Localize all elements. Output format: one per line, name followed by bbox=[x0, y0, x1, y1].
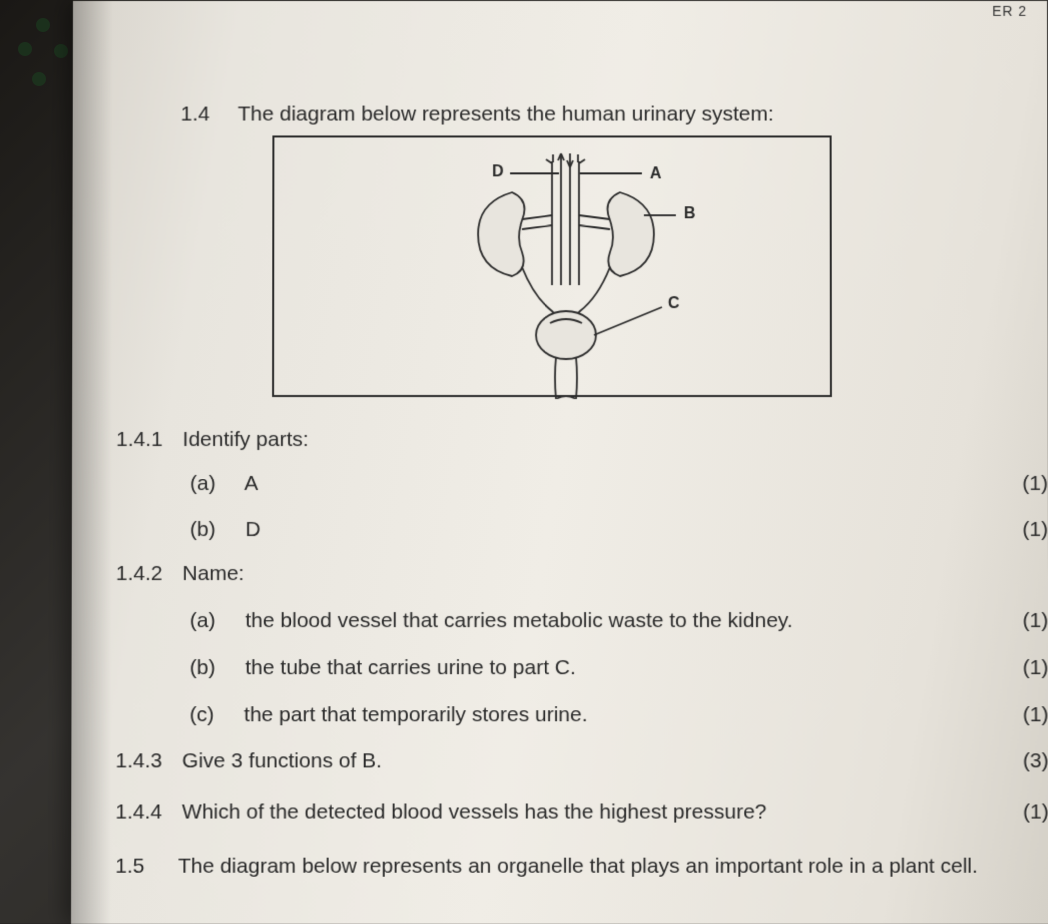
option-letter: (c) bbox=[190, 703, 215, 727]
diagram-label-b: B bbox=[684, 205, 696, 223]
question-1-4-header: 1.4 The diagram below represents the hum… bbox=[181, 103, 774, 127]
option-text: the part that temporarily stores urine. bbox=[244, 703, 588, 726]
q143-mark: (3) bbox=[1023, 749, 1048, 773]
q141a-mark: (1) bbox=[1022, 472, 1048, 496]
q142b-mark: (1) bbox=[1023, 656, 1048, 680]
question-1-5: 1.5 The diagram below represents an orga… bbox=[115, 850, 1048, 884]
q141-option-a: (a) A bbox=[190, 472, 258, 496]
q141-option-b: (b) D bbox=[190, 518, 261, 542]
subq-text: Give 3 functions of B. bbox=[182, 749, 382, 772]
diagram-label-d: D bbox=[492, 163, 504, 181]
q142-option-c: (c) the part that temporarily stores uri… bbox=[190, 703, 588, 727]
subq-number: 1.4.1 bbox=[116, 428, 163, 452]
urinary-system-diagram: D A B C bbox=[272, 135, 832, 397]
option-letter: (a) bbox=[190, 472, 216, 496]
q-text: The diagram below represents an organell… bbox=[178, 855, 978, 878]
option-text: D bbox=[245, 518, 260, 541]
question-1-4-1: 1.4.1 Identify parts: bbox=[116, 428, 309, 452]
subq-text: Identify parts: bbox=[183, 428, 309, 451]
q144-mark: (1) bbox=[1023, 800, 1048, 824]
diagram-label-a: A bbox=[650, 165, 662, 183]
subq-text: Which of the detected blood vessels has … bbox=[182, 800, 767, 823]
option-text: the tube that carries urine to part C. bbox=[245, 656, 576, 679]
question-1-4-4: 1.4.4 Which of the detected blood vessel… bbox=[115, 800, 766, 824]
q142a-mark: (1) bbox=[1023, 609, 1048, 633]
question-1-4-3: 1.4.3 Give 3 functions of B. bbox=[115, 749, 382, 773]
subq-number: 1.4.3 bbox=[115, 749, 162, 773]
option-text: A bbox=[244, 472, 258, 495]
diagram-label-c: C bbox=[668, 295, 680, 313]
option-letter: (b) bbox=[190, 656, 216, 680]
question-number: 1.4 bbox=[181, 103, 210, 127]
q142c-mark: (1) bbox=[1023, 703, 1048, 727]
q142-option-a: (a) the blood vessel that carries metabo… bbox=[190, 609, 793, 633]
subq-text: Name: bbox=[182, 562, 244, 585]
q142-option-b: (b) the tube that carries urine to part … bbox=[190, 656, 576, 680]
option-text: the blood vessel that carries metabolic … bbox=[245, 609, 792, 632]
option-letter: (b) bbox=[190, 518, 216, 542]
question-1-4-2: 1.4.2 Name: bbox=[116, 562, 245, 586]
q-number: 1.5 bbox=[115, 850, 144, 884]
page-content: 1.4 The diagram below represents the hum… bbox=[71, 1, 1048, 924]
diagram-svg bbox=[274, 137, 834, 399]
q141b-mark: (1) bbox=[1022, 518, 1048, 542]
subq-number: 1.4.2 bbox=[116, 562, 163, 586]
question-text: The diagram below represents the human u… bbox=[238, 103, 774, 127]
exam-paper: ER 2 1.4 The diagram below represents th… bbox=[71, 1, 1048, 924]
subq-number: 1.4.4 bbox=[115, 800, 162, 824]
option-letter: (a) bbox=[190, 609, 216, 633]
